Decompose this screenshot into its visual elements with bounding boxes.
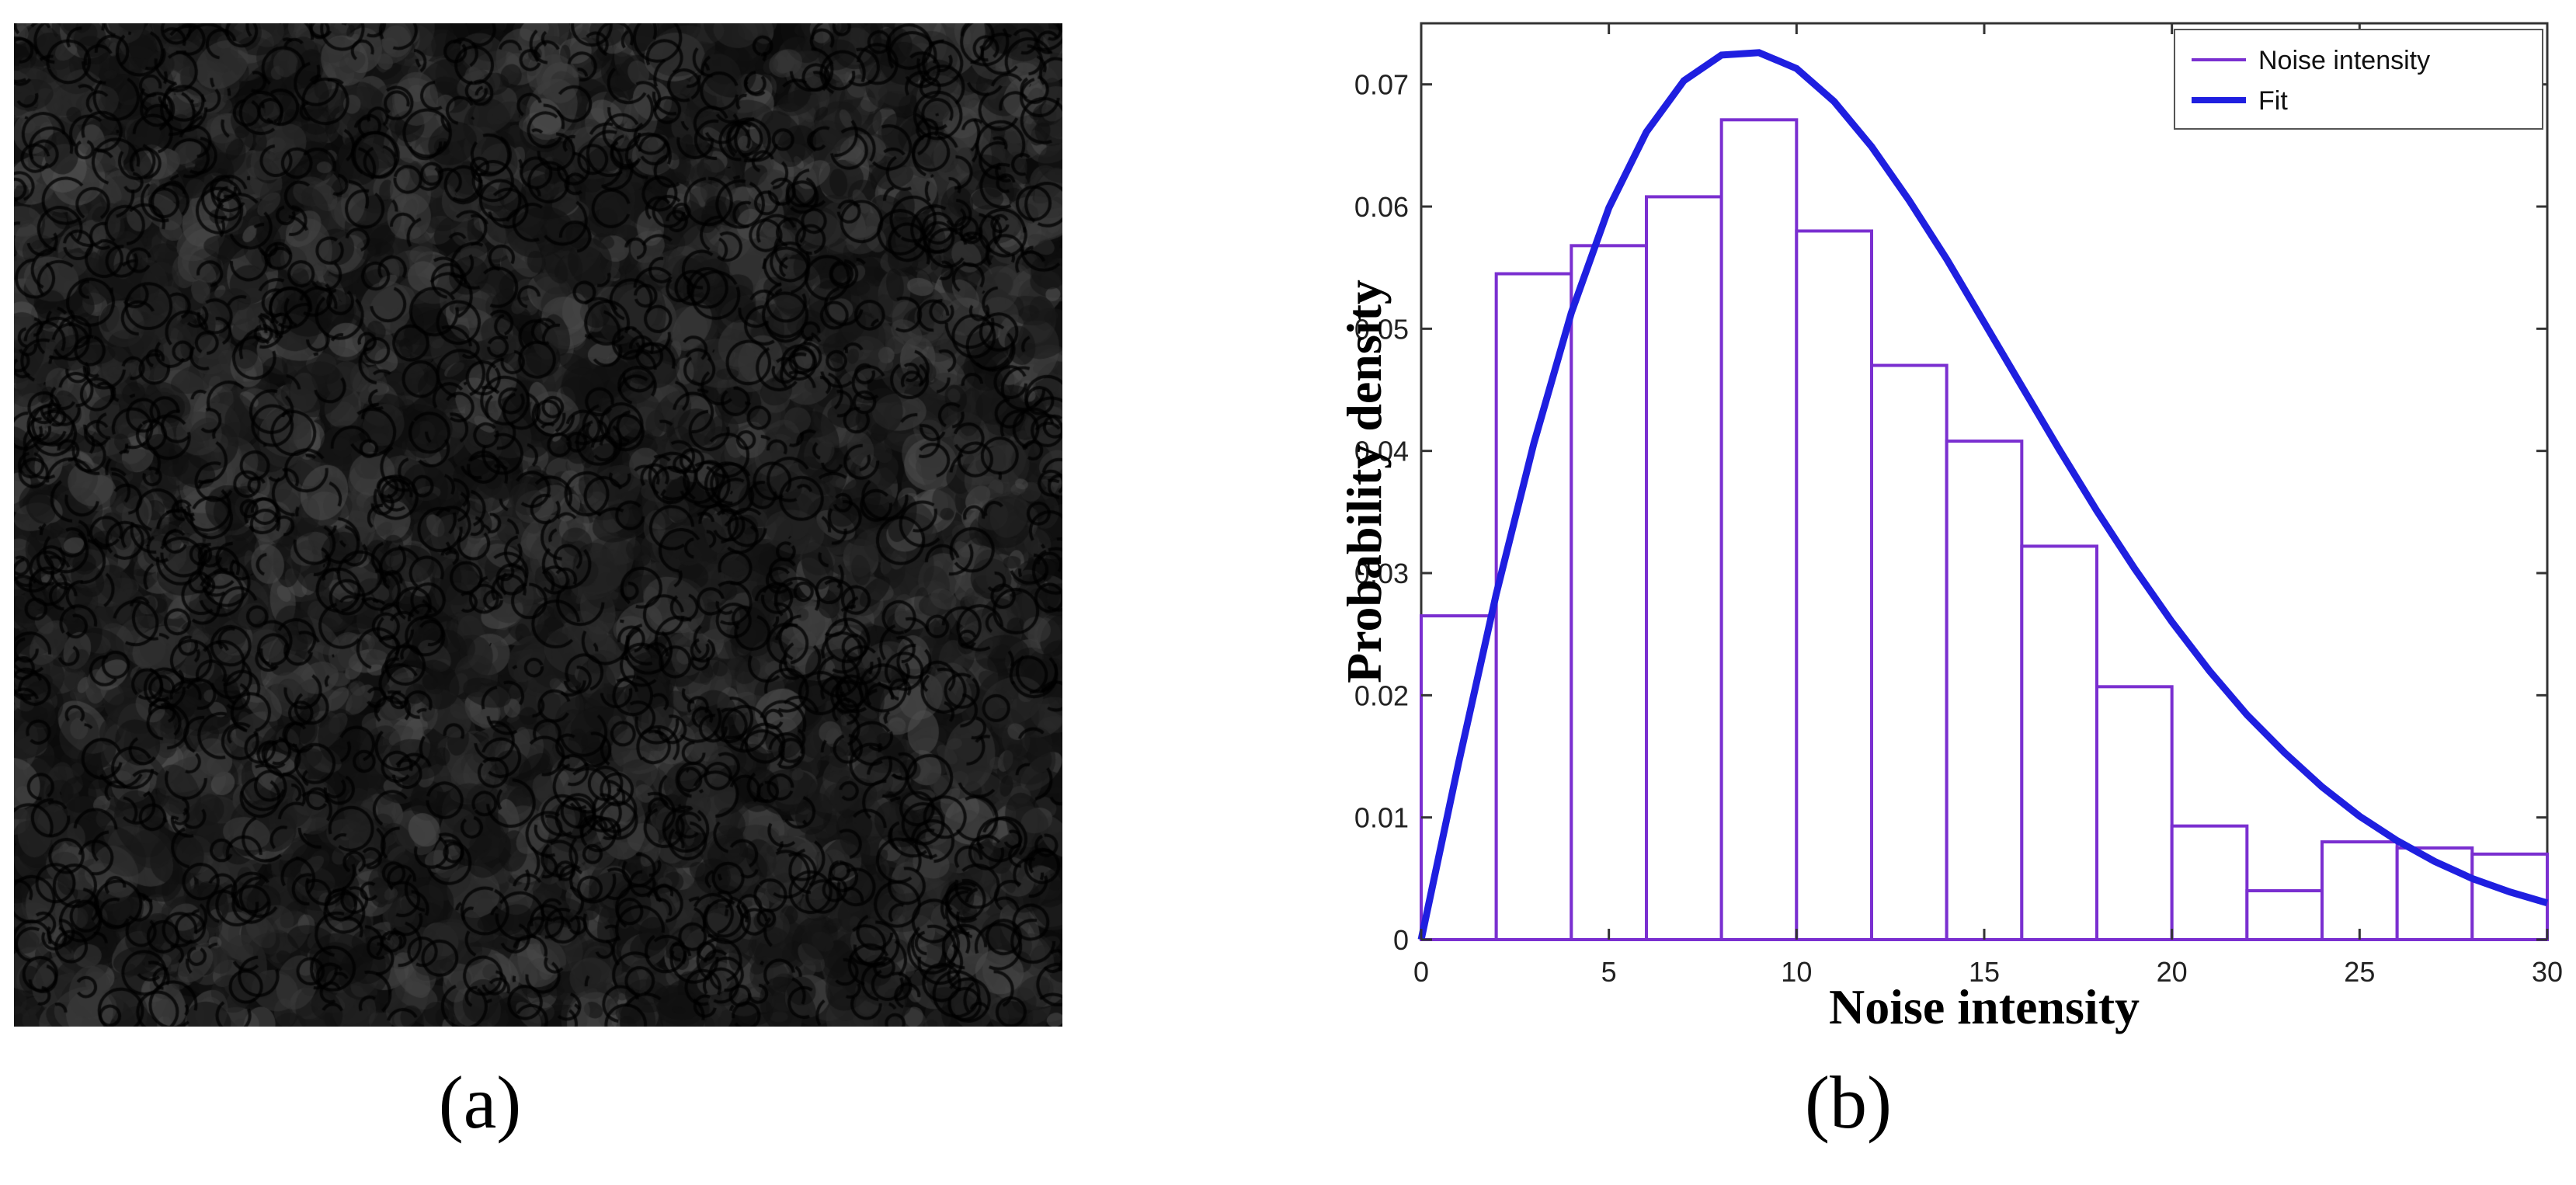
x-tick-label: 15 <box>1969 956 2000 988</box>
histogram-bar <box>1570 244 1648 941</box>
x-axis-title: Noise intensity <box>1829 979 2140 1034</box>
legend-label-fit: Fit <box>2258 86 2288 116</box>
histogram-bar <box>1795 229 1873 941</box>
histogram-bar <box>1494 272 1573 941</box>
y-tick-label: 0.06 <box>1354 191 1409 223</box>
x-tick-label: 30 <box>2532 956 2563 988</box>
histogram-bar <box>2320 840 2399 941</box>
y-tick-label: 0.07 <box>1354 69 1409 101</box>
y-tick-label: 0.05 <box>1354 313 1409 345</box>
noise-intensity-image <box>14 23 1062 1027</box>
panel-b-caption: (b) <box>1805 1061 1892 1144</box>
x-tick-label: 25 <box>2344 956 2375 988</box>
legend-box <box>2174 29 2543 130</box>
histogram-bar <box>1645 195 1723 941</box>
y-tick-label: 0.04 <box>1354 436 1409 467</box>
x-tick-label: 10 <box>1781 956 1812 988</box>
histogram-bar <box>2095 685 2174 941</box>
histogram-bar <box>2170 824 2249 942</box>
x-tick-label: 0 <box>1413 956 1429 988</box>
panel-a-caption: (a) <box>438 1061 522 1144</box>
legend: Noise intensity Fit <box>2174 29 2543 130</box>
x-tick-label: 5 <box>1601 956 1617 988</box>
histogram-bar <box>1945 440 2024 941</box>
histogram-bar <box>2245 889 2324 941</box>
probability-density-chart: 0 5 10 15 20 25 30 0 0.01 0.02 0.03 0.04 0.05 0.06 0.… <box>1337 22 2563 1034</box>
histogram-bar <box>1870 363 1949 941</box>
y-tick-label: 0.01 <box>1354 802 1409 834</box>
legend-label-histogram: Noise intensity <box>2258 46 2430 75</box>
y-tick-label: 0.03 <box>1354 558 1409 589</box>
y-tick-label: 0 <box>1393 924 1409 956</box>
x-tick-label: 20 <box>2157 956 2188 988</box>
y-axis-title: Probability density <box>1337 280 1392 683</box>
histogram-bar <box>1719 118 1799 941</box>
fit-curve <box>1417 49 2549 940</box>
y-tick-label: 0.02 <box>1354 679 1409 711</box>
histogram-bar <box>2020 544 2099 941</box>
